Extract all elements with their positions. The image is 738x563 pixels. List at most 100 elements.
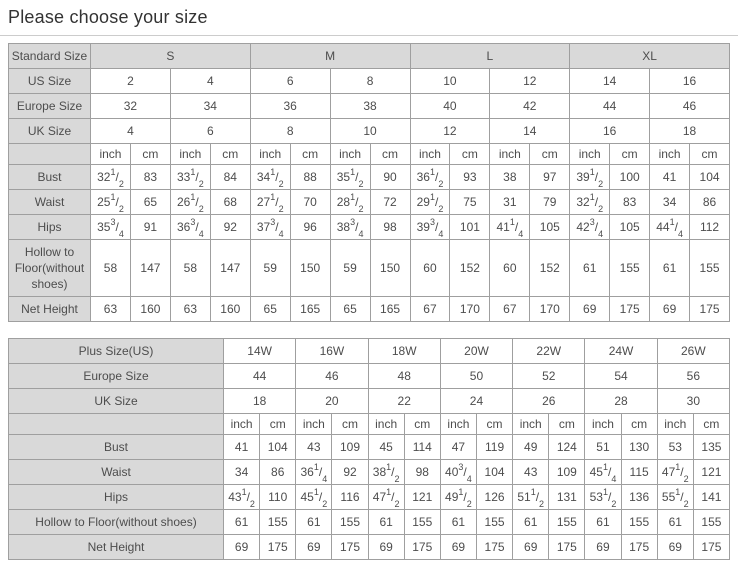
measure-value-cell: 291/2 xyxy=(409,189,451,215)
measure-value-cell: 175 xyxy=(548,534,586,560)
measure-value-cell: 112 xyxy=(689,214,730,240)
measure-value-cell: 67 xyxy=(489,296,531,322)
size-value-cell: 30 xyxy=(656,388,731,414)
measure-value-cell: 511/2 xyxy=(512,484,550,510)
unit-cell: inch xyxy=(489,143,531,165)
unit-cell: inch xyxy=(439,413,477,435)
size-value-cell: 18 xyxy=(222,388,297,414)
measure-value-cell: 441/4 xyxy=(649,214,691,240)
size-value-cell: 16W xyxy=(295,338,369,364)
measure-value-cell: 41 xyxy=(649,164,691,190)
measure-value-cell: 67 xyxy=(409,296,451,322)
measure-value-cell: 130 xyxy=(620,434,658,460)
measure-value-cell: 152 xyxy=(449,239,491,297)
measure-value-cell: 61 xyxy=(295,509,333,535)
measure-value-cell: 69 xyxy=(569,296,611,322)
measure-value-cell: 43 xyxy=(295,434,333,460)
unit-cell: cm xyxy=(609,143,651,165)
measure-value-cell: 61 xyxy=(584,509,622,535)
size-value-cell: 46 xyxy=(295,363,369,389)
measure-value-cell: 53 xyxy=(656,434,694,460)
measure-value-cell: 451/4 xyxy=(584,459,622,485)
size-value-cell: 12 xyxy=(489,68,571,94)
measure-value-cell: 49 xyxy=(512,434,550,460)
plus-size-table: Plus Size(US) 14W 16W 18W 20W 22W 24W 26W Europe… xyxy=(8,338,731,560)
measure-value-cell: 147 xyxy=(209,239,251,297)
size-value-cell: 56 xyxy=(656,363,731,389)
standard-size-table: Standard Size S M L XL US Size 2 4 6 8 10 12 14 16 Eur… xyxy=(8,43,730,322)
measure-value-cell: 115 xyxy=(620,459,658,485)
measure-value-cell: 531/2 xyxy=(584,484,622,510)
size-value-cell: 8 xyxy=(249,118,331,144)
row-label-cell: Europe Size xyxy=(8,363,224,389)
measure-value-cell: 105 xyxy=(609,214,651,240)
measure-value-cell: 31 xyxy=(489,189,531,215)
measure-value-cell: 155 xyxy=(689,239,730,297)
size-value-cell: 24W xyxy=(584,338,658,364)
measure-value-cell: 59 xyxy=(329,239,371,297)
measure-row: Waist 251/2 65 261/2 68 271/2 70 281/2 72 291/2 75… xyxy=(8,189,730,215)
size-value-cell: 44 xyxy=(569,93,651,119)
unit-cell: cm xyxy=(692,413,731,435)
measure-value-cell: 175 xyxy=(403,534,441,560)
unit-row: inch cm inch cm inch cm inch cm inch cm inch cm inch… xyxy=(8,143,730,165)
measure-value-cell: 491/2 xyxy=(439,484,477,510)
size-value-cell: 18W xyxy=(367,338,441,364)
size-value-cell: 36 xyxy=(249,93,331,119)
measure-value-cell: 69 xyxy=(439,534,477,560)
measure-value-cell: 141 xyxy=(692,484,731,510)
size-value-cell: 50 xyxy=(439,363,514,389)
measure-value-cell: 393/4 xyxy=(409,214,451,240)
unit-cell: cm xyxy=(689,143,730,165)
measure-value-cell: 92 xyxy=(209,214,251,240)
size-value-cell: 10 xyxy=(409,68,491,94)
measure-value-cell: 271/2 xyxy=(249,189,291,215)
measure-value-cell: 47 xyxy=(439,434,477,460)
measure-value-cell: 321/2 xyxy=(569,189,611,215)
measure-value-cell: 403/4 xyxy=(439,459,477,485)
size-value-cell: 46 xyxy=(649,93,730,119)
measure-value-cell: 361/4 xyxy=(295,459,333,485)
measure-value-cell: 551/2 xyxy=(656,484,694,510)
measure-value-cell: 97 xyxy=(529,164,571,190)
measure-value-cell: 104 xyxy=(475,459,514,485)
unit-cell: cm xyxy=(548,413,586,435)
measure-row: Hollow to Floor(without shoes) 58 147 58 147… xyxy=(8,239,730,297)
size-value-cell: 6 xyxy=(169,118,251,144)
size-value-cell: 14 xyxy=(569,68,651,94)
measure-value-cell: 114 xyxy=(403,434,441,460)
size-value-cell: 32 xyxy=(90,93,171,119)
measure-value-cell: 131 xyxy=(548,484,586,510)
measure-value-cell: 98 xyxy=(369,214,411,240)
measure-value-cell: 147 xyxy=(129,239,171,297)
measure-value-cell: 69 xyxy=(512,534,550,560)
unit-cell: cm xyxy=(129,143,171,165)
measure-value-cell: 61 xyxy=(569,239,611,297)
row-label-cell: UK Size xyxy=(8,388,224,414)
measure-value-cell: 471/2 xyxy=(656,459,694,485)
measure-value-cell: 351/2 xyxy=(329,164,371,190)
measure-value-cell: 58 xyxy=(90,239,131,297)
measure-value-cell: 38 xyxy=(489,164,531,190)
measure-value-cell: 119 xyxy=(475,434,514,460)
measure-value-cell: 59 xyxy=(249,239,291,297)
unit-cell: cm xyxy=(529,143,571,165)
measure-value-cell: 60 xyxy=(489,239,531,297)
measure-value-cell: 373/4 xyxy=(249,214,291,240)
measure-value-cell: 175 xyxy=(692,534,731,560)
unit-cell: inch xyxy=(569,143,611,165)
measure-value-cell: 451/2 xyxy=(295,484,333,510)
measure-value-cell: 423/4 xyxy=(569,214,611,240)
measure-value-cell: 471/2 xyxy=(367,484,405,510)
size-value-cell: 2 xyxy=(90,68,171,94)
measure-value-cell: 70 xyxy=(289,189,331,215)
unit-cell: inch xyxy=(656,413,694,435)
measure-value-cell: 152 xyxy=(529,239,571,297)
measure-value-cell: 69 xyxy=(649,296,691,322)
measure-value-cell: 65 xyxy=(129,189,171,215)
size-value-cell: 6 xyxy=(249,68,331,94)
measure-value-cell: 86 xyxy=(689,189,730,215)
measure-value-cell: 321/2 xyxy=(90,164,131,190)
measure-value-cell: 69 xyxy=(295,534,333,560)
measure-value-cell: 124 xyxy=(548,434,586,460)
